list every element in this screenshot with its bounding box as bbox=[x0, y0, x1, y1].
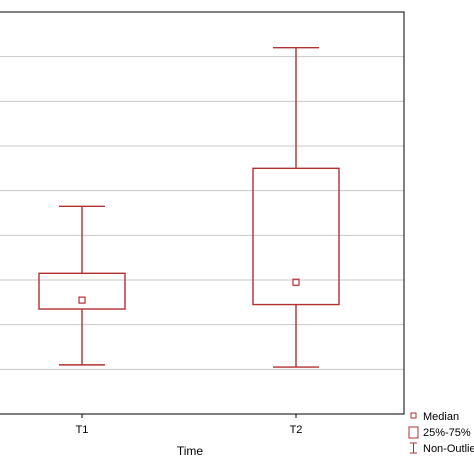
boxes bbox=[38, 47, 340, 368]
legend-box-marker bbox=[408, 426, 419, 439]
gridlines bbox=[0, 56, 404, 370]
legend-median-label: Median bbox=[423, 411, 459, 423]
x-tick-label: T1 bbox=[76, 424, 89, 436]
box-group-t1 bbox=[38, 205, 126, 366]
x-tick-label: T2 bbox=[290, 424, 303, 436]
plot-frame bbox=[0, 11, 405, 415]
iqr-box bbox=[252, 167, 340, 306]
x-axis: T1 T2 bbox=[76, 414, 303, 436]
legend: Median 25%-75% Non-Outlier Range bbox=[408, 411, 474, 455]
legend-box-label: 25%-75% bbox=[423, 427, 471, 439]
box-group-t2 bbox=[252, 47, 340, 368]
legend-median-marker bbox=[410, 412, 417, 419]
legend-whisker-label: Non-Outlier Range bbox=[423, 443, 474, 455]
median-marker bbox=[292, 278, 300, 286]
x-axis-title: Time bbox=[177, 444, 204, 458]
median-marker bbox=[78, 296, 86, 304]
legend-whisker-marker bbox=[410, 442, 417, 454]
